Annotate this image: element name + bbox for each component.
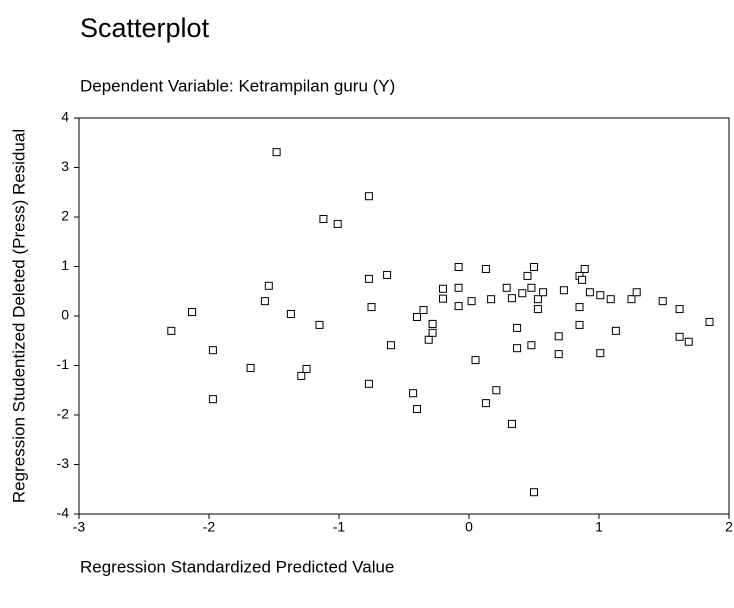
point (439, 284, 447, 293)
y-tick-label: 1 (61, 257, 69, 273)
point (507, 419, 516, 428)
point (554, 350, 563, 359)
y-axis-label: Regression Studentized Deleted (Press) R… (9, 129, 28, 503)
point (596, 349, 605, 358)
point (533, 295, 542, 304)
point (575, 320, 584, 329)
point (530, 488, 538, 497)
point (467, 297, 476, 306)
x-tick-label: 0 (465, 519, 473, 535)
y-tick-label: 4 (61, 109, 69, 125)
point (208, 346, 217, 355)
point (383, 270, 392, 279)
point (260, 297, 269, 306)
point (413, 405, 421, 414)
x-tick-label: -1 (333, 519, 346, 535)
point (409, 389, 418, 398)
point (264, 281, 273, 290)
point (481, 399, 490, 408)
point (272, 148, 281, 157)
point (428, 328, 437, 337)
point (439, 294, 447, 303)
point (481, 264, 490, 273)
point (523, 271, 532, 280)
y-tick-label: 2 (61, 208, 69, 224)
point (611, 326, 620, 335)
point (424, 335, 433, 344)
y-tick-label: -3 (57, 455, 70, 471)
y-tick-label: -2 (57, 406, 70, 422)
point (580, 264, 589, 273)
point (208, 395, 217, 404)
point (246, 363, 255, 372)
x-axis-label: Regression Standardized Predicted Value (80, 557, 394, 576)
point (627, 295, 636, 304)
x-tick-label: 2 (725, 519, 733, 535)
point (487, 295, 496, 304)
x-tick-label: -2 (203, 519, 216, 535)
chart-subtitle: Dependent Variable: Ketrampilan guru (Y) (80, 76, 395, 95)
point (364, 274, 373, 283)
x-tick-label: 1 (595, 519, 603, 535)
point (454, 262, 463, 271)
point (188, 308, 197, 317)
point (530, 262, 538, 271)
point (527, 341, 536, 350)
point (471, 356, 480, 365)
point (419, 306, 428, 315)
point (454, 302, 463, 311)
point (705, 317, 714, 326)
point (578, 275, 587, 284)
chart-title: Scatterplot (80, 13, 210, 43)
point (513, 344, 522, 353)
point (302, 364, 311, 373)
point (492, 386, 501, 395)
point (533, 305, 542, 314)
y-tick-label: 3 (61, 158, 69, 174)
point (513, 323, 522, 332)
point (684, 337, 693, 346)
point (387, 341, 395, 350)
point (606, 295, 615, 304)
point (575, 303, 584, 312)
point (539, 288, 548, 297)
point (413, 312, 421, 321)
point (367, 303, 376, 312)
point (675, 305, 684, 314)
point (297, 371, 306, 380)
point (315, 320, 324, 329)
point (502, 283, 511, 292)
point (559, 286, 568, 295)
point (286, 310, 295, 319)
point (507, 294, 516, 303)
y-tick-label: 0 (61, 307, 69, 323)
plot-frame (78, 117, 730, 515)
point (428, 319, 437, 328)
point (554, 332, 563, 341)
point (585, 288, 594, 297)
point (518, 289, 527, 298)
point (167, 326, 176, 335)
point (333, 219, 342, 228)
point (364, 192, 373, 201)
y-tick-label: -4 (57, 505, 70, 521)
point (319, 214, 328, 223)
y-tick-label: -1 (57, 356, 70, 372)
point (454, 283, 463, 292)
point (527, 283, 536, 292)
point (632, 288, 641, 297)
point (364, 379, 373, 388)
point (596, 291, 605, 300)
x-tick-label: -3 (73, 519, 86, 535)
point (658, 297, 667, 306)
point (675, 332, 684, 341)
